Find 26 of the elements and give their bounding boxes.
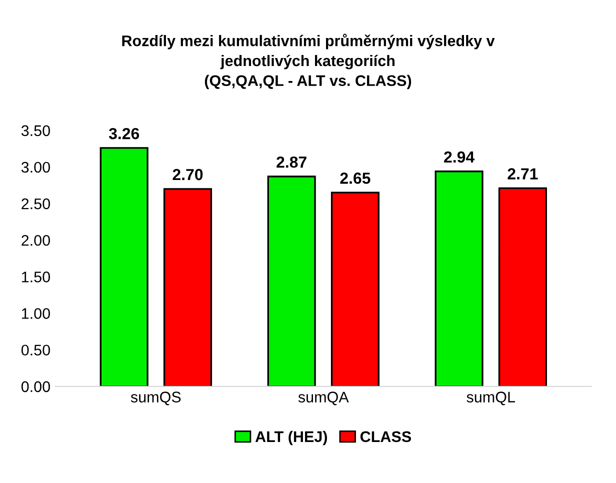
legend-label: CLASS — [360, 431, 412, 442]
data-label: 2.87 — [276, 156, 306, 168]
bar — [330, 192, 380, 386]
bar — [163, 188, 212, 386]
x-tick-label: sumQS — [130, 392, 181, 406]
y-tick-label: 2.00 — [22, 234, 50, 246]
y-tick-label: 1.00 — [22, 308, 50, 319]
data-label: 2.65 — [340, 172, 370, 184]
data-label: 2.70 — [172, 168, 203, 180]
bar — [267, 176, 316, 386]
data-label: 3.26 — [108, 128, 140, 140]
bar — [100, 147, 148, 386]
y-tick-label: 0.00 — [21, 381, 50, 392]
bar — [434, 170, 484, 386]
y-tick-label: 2.50 — [22, 198, 50, 210]
chart-title: Rozdíly mezi kumulativními průměrnými výsledky v jednotlivých kategoriích (QS,QA,QL - ALT vs. CLASS) — [122, 34, 495, 90]
y-tick-label: 0.50 — [21, 344, 50, 356]
y-tick-label: 3.50 — [21, 125, 50, 136]
x-tick-label: sumQA — [298, 392, 349, 406]
data-label: 2.94 — [444, 151, 475, 163]
data-label: 2.71 — [508, 168, 538, 180]
legend-label: ALT (HEJ) — [255, 430, 327, 446]
bar — [498, 187, 547, 386]
y-tick-label: 1.50 — [22, 272, 50, 282]
x-tick-label: sumQL — [466, 392, 515, 406]
y-tick-label: 3.00 — [21, 162, 50, 173]
